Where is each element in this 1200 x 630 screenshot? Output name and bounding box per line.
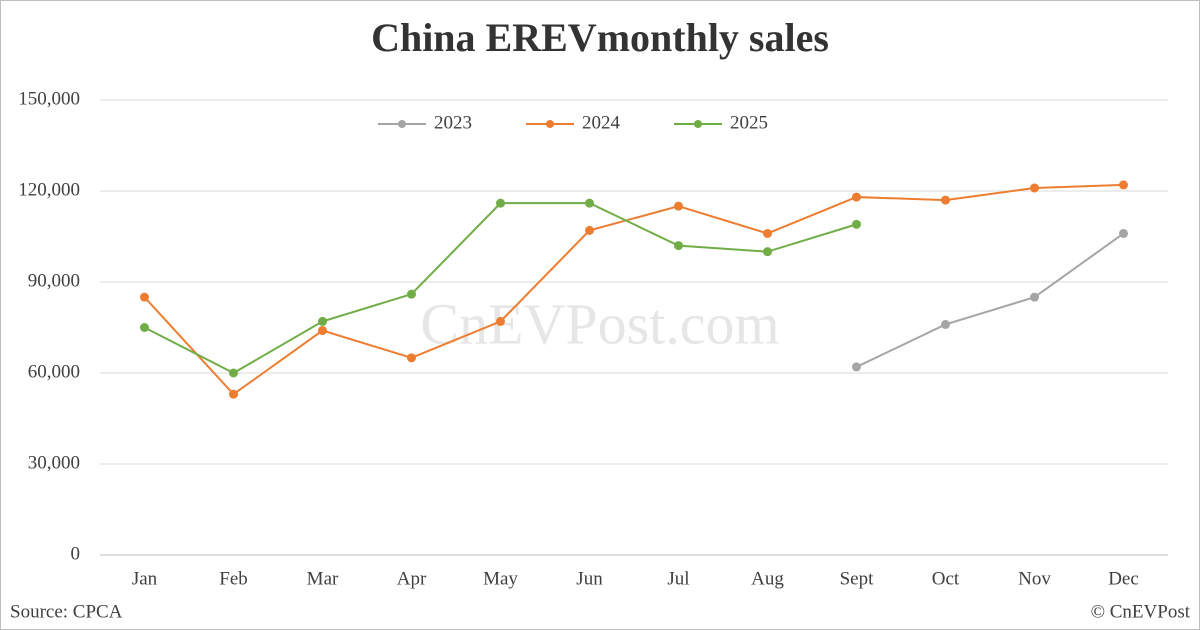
x-tick-label: Nov bbox=[1018, 568, 1051, 589]
legend-marker bbox=[694, 120, 702, 128]
data-point bbox=[585, 198, 594, 208]
series-line bbox=[856, 232, 1125, 368]
data-point bbox=[496, 198, 505, 208]
data-point bbox=[941, 319, 950, 329]
y-tick-label: 150,000 bbox=[18, 88, 80, 109]
data-point bbox=[1030, 292, 1039, 302]
y-tick-label: 30,000 bbox=[28, 452, 80, 473]
y-tick-label: 120,000 bbox=[18, 179, 80, 200]
data-point bbox=[140, 323, 149, 332]
data-point bbox=[763, 247, 772, 257]
watermark: CnEVPost.com bbox=[420, 291, 779, 356]
data-point bbox=[496, 316, 505, 326]
legend-marker bbox=[546, 120, 554, 128]
x-tick-label: Feb bbox=[219, 568, 248, 589]
data-point bbox=[852, 219, 861, 229]
data-point bbox=[229, 389, 238, 399]
data-point bbox=[763, 228, 772, 238]
y-tick-label: 0 bbox=[71, 543, 81, 564]
x-tick-label: Aug bbox=[751, 568, 784, 589]
legend-label: 2024 bbox=[582, 112, 621, 133]
data-point bbox=[1119, 180, 1128, 190]
source: Source: CPCA bbox=[10, 601, 123, 622]
chart-title: China EREVmonthly sales bbox=[371, 15, 829, 60]
data-point bbox=[585, 225, 594, 235]
data-point bbox=[318, 326, 327, 336]
x-tick-label: Jul bbox=[667, 568, 689, 589]
legend-label: 2023 bbox=[434, 112, 472, 133]
data-point bbox=[407, 353, 416, 363]
x-tick-label: Apr bbox=[397, 568, 427, 589]
data-point bbox=[229, 368, 238, 378]
data-point bbox=[674, 241, 683, 251]
x-tick-label: Oct bbox=[932, 568, 960, 589]
x-tick-label: Jan bbox=[132, 568, 158, 589]
x-tick-label: Sept bbox=[840, 568, 875, 589]
legend-marker bbox=[398, 120, 406, 128]
data-point bbox=[852, 362, 861, 372]
data-point bbox=[852, 192, 861, 202]
data-point bbox=[407, 289, 416, 299]
legend-label: 2025 bbox=[730, 112, 768, 133]
x-tick-label: May bbox=[483, 568, 518, 589]
x-tick-label: Dec bbox=[1108, 568, 1139, 589]
y-tick-label: 60,000 bbox=[28, 361, 80, 382]
x-tick-label: Mar bbox=[307, 568, 339, 589]
data-point bbox=[140, 292, 149, 302]
data-point bbox=[1030, 183, 1039, 193]
data-point bbox=[1119, 228, 1128, 238]
y-tick-label: 90,000 bbox=[28, 270, 80, 291]
copyright: © CnEVPost bbox=[1091, 601, 1191, 622]
series-line bbox=[143, 183, 1124, 396]
data-point bbox=[941, 195, 950, 205]
data-point bbox=[674, 201, 683, 211]
data-point bbox=[318, 316, 327, 326]
x-tick-label: Jun bbox=[576, 568, 603, 589]
